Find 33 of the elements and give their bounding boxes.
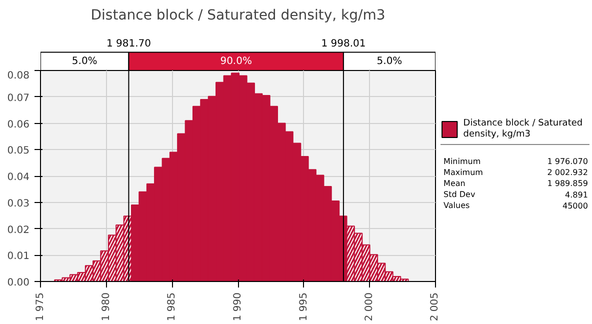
x-tick-label: 2 000: [364, 292, 376, 322]
text: Values: [444, 201, 470, 210]
text: 4.891: [565, 190, 588, 200]
text: 2 002.932: [547, 168, 588, 177]
y-tick-label: 0.02: [7, 224, 30, 236]
ref-line-label: 1 998.01: [321, 38, 366, 50]
legend-label: Distance block / Saturated density, kg/m3: [463, 118, 583, 140]
x-tick-label: 1 980: [100, 292, 112, 322]
x-tick-label: 1 975: [35, 292, 46, 322]
y-tick-label: 0.03: [7, 198, 30, 210]
text: Minimum: [444, 157, 481, 166]
x-tick-label: 1 990: [232, 292, 244, 322]
y-tick-label: 0.00: [7, 278, 30, 288]
text: Std Dev: [444, 190, 476, 199]
text: 1 989.859: [547, 179, 588, 188]
y-tick-label: 0.06: [7, 119, 30, 130]
text: 5.0%: [72, 56, 98, 67]
text: 5.0%: [376, 56, 402, 67]
y-tick-label: 0.01: [7, 251, 30, 262]
x-tick-label: 1 995: [298, 292, 310, 322]
text: 45000: [562, 202, 588, 210]
ref-line-label: 1 981.70: [106, 38, 151, 50]
y-tick-label: 0.05: [7, 146, 30, 157]
text: 1 976.070: [547, 157, 588, 166]
y-tick-label: 0.08: [7, 70, 30, 82]
x-tick-label: 2 005: [430, 292, 440, 322]
x-tick-label: 1 985: [166, 292, 178, 322]
text: Maximum: [444, 168, 484, 177]
y-tick-label: 0.04: [7, 172, 30, 183]
y-tick-label: 0.07: [7, 92, 30, 104]
chart-title: Distance block / Saturated density, kg/m3: [90, 8, 386, 24]
text: Mean: [444, 179, 466, 188]
text: 90.0%: [220, 56, 252, 67]
